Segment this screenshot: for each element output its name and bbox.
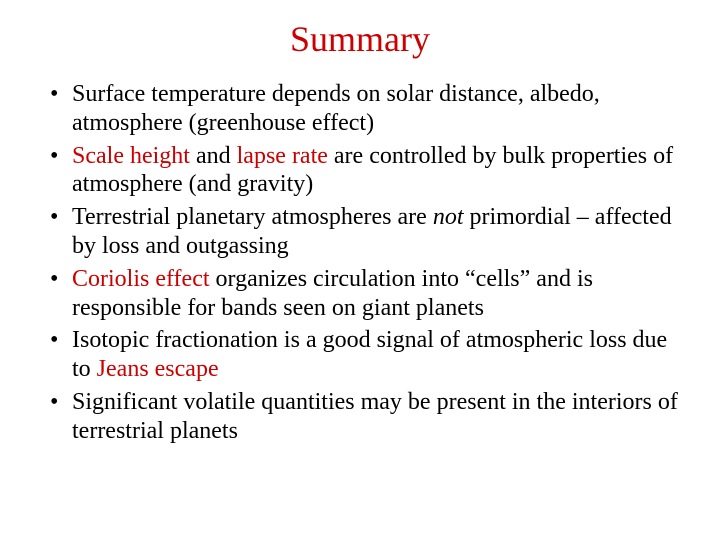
bullet-list: Surface temperature depends on solar dis… bbox=[30, 80, 690, 446]
bullet-item: Terrestrial planetary atmospheres are no… bbox=[58, 203, 680, 261]
bullet-item: Surface temperature depends on solar dis… bbox=[58, 80, 680, 138]
text-run: Scale height bbox=[72, 143, 190, 169]
text-run: and bbox=[190, 143, 237, 169]
text-run: lapse rate bbox=[237, 143, 328, 169]
bullet-item: Coriolis effect organizes circulation in… bbox=[58, 265, 680, 323]
slide-container: Summary Surface temperature depends on s… bbox=[0, 0, 720, 540]
slide-title: Summary bbox=[30, 18, 690, 60]
bullet-item: Scale height and lapse rate are controll… bbox=[58, 142, 680, 200]
text-run: Jeans escape bbox=[97, 356, 219, 382]
text-run: Terrestrial planetary atmospheres are bbox=[72, 204, 433, 230]
bullet-item: Isotopic fractionation is a good signal … bbox=[58, 326, 680, 384]
bullet-item: Significant volatile quantities may be p… bbox=[58, 388, 680, 446]
text-run: Significant volatile quantities may be p… bbox=[72, 389, 678, 444]
text-run: Surface temperature depends on solar dis… bbox=[72, 81, 600, 136]
text-run: not bbox=[433, 204, 464, 230]
text-run: Coriolis effect bbox=[72, 266, 210, 292]
